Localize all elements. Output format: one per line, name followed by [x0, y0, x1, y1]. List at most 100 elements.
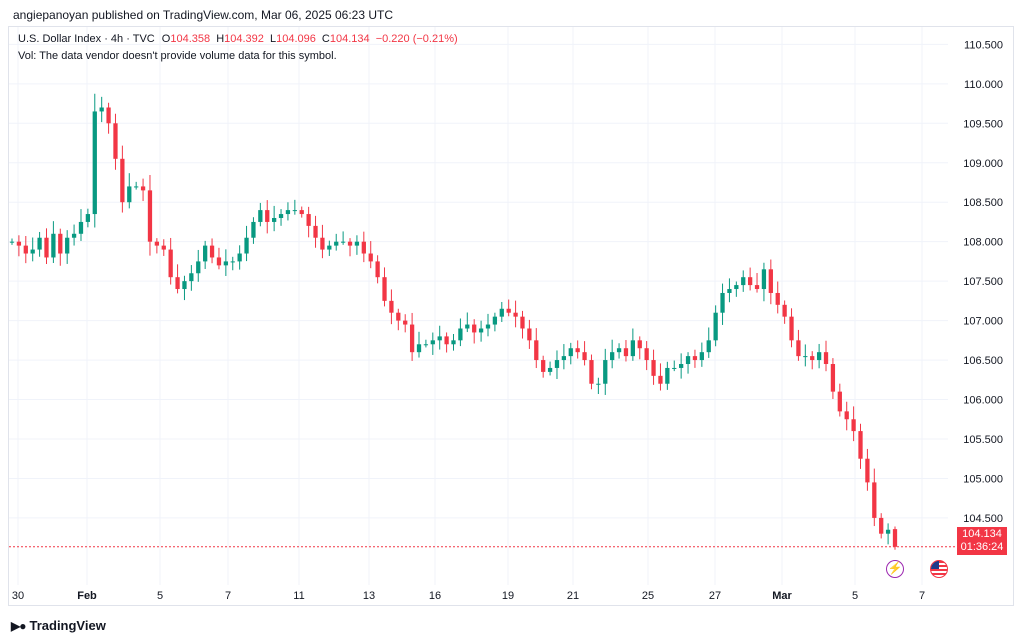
- close-value: 104.134: [329, 33, 370, 45]
- candle-body: [851, 419, 856, 432]
- candle-body: [554, 360, 560, 368]
- y-tick-label: 109.000: [963, 158, 1003, 170]
- candle-body: [161, 245, 166, 250]
- candles: [9, 93, 898, 550]
- candle-body: [561, 356, 567, 361]
- x-tick-label: 30: [12, 590, 24, 602]
- candle-body: [113, 123, 118, 159]
- volume-note: Vol: The data vendor doesn't provide vol…: [18, 50, 337, 62]
- candle-body: [244, 237, 249, 254]
- candle-body: [189, 273, 194, 282]
- candle-body: [37, 237, 42, 250]
- candle-body: [692, 356, 698, 361]
- candle-body: [396, 312, 401, 321]
- y-tick-label: 108.500: [963, 197, 1003, 209]
- candle-body: [713, 312, 718, 341]
- y-tick-label: 107.500: [963, 276, 1003, 288]
- y-tick-label: 110.500: [964, 39, 1003, 51]
- candle-body: [16, 241, 22, 246]
- candle-body: [451, 340, 456, 345]
- y-axis: 110.500 110.000 109.500 109.000 108.500 108.0…: [963, 39, 1003, 525]
- low-value: 104.096: [276, 33, 316, 45]
- candle-body: [472, 324, 477, 333]
- candle-body: [58, 233, 63, 254]
- candle-body: [140, 186, 146, 191]
- candle-body: [196, 261, 201, 274]
- candle-body: [272, 217, 277, 222]
- y-tick-label: 106.000: [963, 395, 1003, 407]
- x-tick-label: 7: [225, 590, 231, 602]
- candle-body: [265, 210, 270, 222]
- candle-body: [865, 458, 870, 483]
- ohlc-legend: U.S. Dollar Index · 4h · TVC O104.358 H1…: [18, 33, 458, 45]
- x-tick-label: 7: [919, 590, 925, 602]
- us-flag-icon[interactable]: [930, 560, 948, 578]
- candle-body: [9, 241, 15, 243]
- candle-body: [465, 324, 470, 329]
- candle-body: [720, 292, 725, 313]
- y-tick-label: 106.500: [963, 355, 1003, 367]
- candle-body: [596, 383, 601, 385]
- bolt-icon[interactable]: ⚡: [886, 560, 904, 578]
- candle-body: [630, 340, 635, 357]
- candle-body: [775, 292, 780, 305]
- x-tick-label: 25: [642, 590, 654, 602]
- candle-body: [816, 352, 822, 361]
- flag-canton: [931, 561, 939, 569]
- candle-body: [78, 221, 84, 234]
- candle-body: [92, 111, 97, 215]
- candle-body: [754, 285, 760, 290]
- symbol-name[interactable]: U.S. Dollar Index · 4h · TVC: [18, 33, 155, 45]
- candle-body: [313, 225, 318, 238]
- candle-body: [120, 158, 125, 203]
- candle-body: [782, 304, 787, 317]
- candle-body: [637, 340, 642, 349]
- candle-body: [403, 320, 408, 325]
- candle-body: [520, 316, 525, 329]
- candle-body: [23, 245, 28, 254]
- x-axis: 30 Feb 5 7 11 13 16 19 21 25 27 Mar 5 7: [12, 590, 925, 602]
- candle-body: [237, 253, 242, 262]
- last-price-label: 104.134 01:36:24: [957, 527, 1007, 555]
- candle-body: [423, 344, 429, 346]
- candle-body: [741, 277, 746, 286]
- candle-body: [30, 249, 35, 254]
- x-tick-label: 13: [363, 590, 375, 602]
- candle-body: [810, 356, 815, 361]
- candle-body: [761, 269, 767, 290]
- candle-body: [347, 241, 353, 246]
- candle-body: [437, 336, 442, 341]
- candle-body: [685, 356, 691, 365]
- candle-body: [230, 261, 235, 263]
- candle-body: [858, 431, 863, 459]
- candle-body: [534, 340, 539, 361]
- candle-body: [478, 328, 484, 333]
- candle-body: [203, 245, 208, 262]
- candle-body: [409, 324, 415, 353]
- candle-body: [444, 336, 449, 345]
- candle-body: [830, 364, 836, 392]
- candle-body: [492, 316, 498, 325]
- candle-body: [844, 411, 849, 420]
- candle-body: [506, 308, 511, 313]
- candle-body: [65, 237, 70, 254]
- candle-body: [644, 348, 649, 361]
- candle-body: [789, 316, 794, 341]
- bar-countdown: 01:36:24: [960, 541, 1004, 553]
- tradingview-logo-icon: ▶●: [11, 618, 27, 633]
- last-price-value: 104.134: [962, 528, 1002, 540]
- candle-body: [885, 529, 891, 534]
- candle-body: [658, 375, 663, 384]
- candle-body: [823, 352, 829, 365]
- publisher-line: angiepanoyan published on TradingView.co…: [13, 8, 394, 22]
- candle-body: [147, 190, 153, 242]
- y-tick-label: 108.000: [963, 237, 1003, 249]
- tradingview-brand[interactable]: ▶● TradingView: [11, 618, 106, 633]
- low-label: L: [269, 33, 277, 45]
- candle-body: [106, 107, 111, 124]
- candle-body: [610, 352, 615, 361]
- candle-body: [134, 186, 139, 188]
- candle-body: [699, 352, 704, 361]
- y-tick-label: 109.500: [963, 118, 1003, 130]
